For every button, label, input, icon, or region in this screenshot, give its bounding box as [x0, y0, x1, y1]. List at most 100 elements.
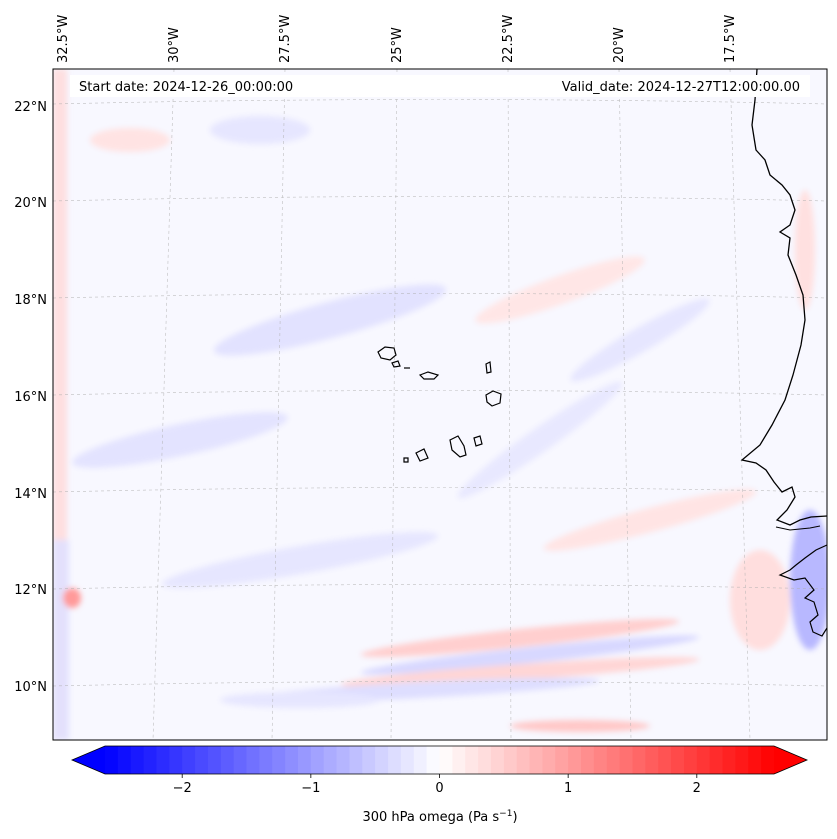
island-sal	[485, 361, 492, 374]
start-date-label: Start date: 2024-12-26_00:00:00	[79, 80, 293, 95]
colorbar-segment	[362, 746, 376, 774]
colorbar-segment	[593, 746, 608, 774]
colorbar-segment	[516, 746, 531, 774]
colorbar-label: 300 hPa omega (Pa s−1)	[362, 809, 517, 825]
lon-label-20w: 20°W	[612, 27, 627, 63]
colorbar-segment	[581, 746, 595, 774]
colorbar-segment	[285, 746, 299, 774]
colorbar-label-exponent: −1	[499, 809, 512, 819]
latitude-labels: 22°N 20°N 18°N 16°N 14°N 12°N 10°N	[14, 100, 47, 695]
lon-label-22-5w: 22.5°W	[501, 15, 516, 63]
colorbar-segment	[195, 746, 209, 774]
map-background	[53, 69, 827, 740]
colorbar-segment	[400, 746, 415, 774]
colorbar-segment	[503, 746, 518, 774]
colorbar-segment	[632, 746, 646, 774]
colorbar-segment	[542, 746, 556, 774]
lon-label-32-5w: 32.5°W	[56, 15, 71, 63]
valid-date-label: Valid_date: 2024-12-27T12:00:00.00	[562, 80, 800, 95]
lat-label-20n: 20°N	[14, 196, 47, 211]
lat-label-18n: 18°N	[14, 293, 47, 308]
colorbar-segment	[105, 746, 119, 774]
lat-label-14n: 14°N	[14, 487, 47, 502]
cape-verde-islands	[377, 346, 502, 463]
colorbar-segment	[323, 746, 338, 774]
colorbar-segments	[105, 746, 775, 774]
colorbar-segment	[619, 746, 633, 774]
colorbar-extend-right	[774, 746, 807, 774]
colorbar-segment	[349, 746, 363, 774]
island-sao-nicolau	[418, 371, 440, 380]
colorbar-segment	[310, 746, 325, 774]
guinea-coastline	[778, 544, 827, 637]
colorbar-extend-left	[72, 746, 105, 774]
colorbar-tick-label: 2	[693, 781, 701, 796]
colorbar-segment	[220, 746, 235, 774]
colorbar-segment	[529, 746, 543, 774]
colorbar-segment	[568, 746, 582, 774]
colorbar-segment	[761, 746, 775, 774]
lat-label-16n: 16°N	[14, 390, 47, 405]
colorbar-segment	[130, 746, 145, 774]
lon-label-27-5w: 27.5°W	[278, 15, 293, 63]
lon-label-25w: 25°W	[390, 27, 405, 63]
lat-label-12n: 12°N	[14, 583, 47, 598]
colorbar-tick-label: 0	[435, 781, 443, 796]
colorbar-segment	[696, 746, 711, 774]
colorbar-segment	[722, 746, 736, 774]
colorbar-segment	[297, 746, 312, 774]
colorbar-segment	[413, 746, 428, 774]
colorbar-segment	[233, 746, 248, 774]
colorbar-tick-label: 1	[564, 781, 572, 796]
colorbar-segment	[388, 746, 402, 774]
island-fogo	[415, 448, 429, 462]
colorbar-segment	[259, 746, 273, 774]
colorbar-segment	[375, 746, 389, 774]
colorbar-segment	[671, 746, 685, 774]
colorbar-ticks: −2 −1 0 1 2	[173, 774, 701, 796]
map-frame	[52, 68, 828, 741]
lon-label-17-5w: 17.5°W	[723, 15, 738, 63]
colorbar-segment	[748, 746, 762, 774]
colorbar-segment	[336, 746, 350, 774]
colorbar-segment	[156, 746, 170, 774]
colorbar-segment	[606, 746, 621, 774]
omega-field-shading	[53, 69, 827, 740]
colorbar-segment	[272, 746, 286, 774]
longitude-labels: 32.5°W 30°W 27.5°W 25°W 22.5°W 20°W 17.5…	[56, 15, 738, 63]
colorbar-segment	[426, 746, 440, 774]
colorbar-label-main: 300 hPa omega (Pa s	[362, 810, 499, 825]
lat-label-10n: 10°N	[14, 680, 47, 695]
colorbar-outline	[70, 745, 809, 775]
african-coastline	[740, 69, 827, 526]
colorbar-segment	[117, 746, 132, 774]
colorbar-tick-label: −1	[301, 781, 320, 796]
colorbar-segment	[465, 746, 479, 774]
lat-label-22n: 22°N	[14, 100, 47, 115]
island-brava	[403, 457, 409, 463]
colorbar-segment	[555, 746, 569, 774]
gambia-outline	[775, 525, 821, 531]
graticule	[53, 69, 827, 740]
info-bar	[70, 75, 810, 97]
colorbar-segment	[683, 746, 698, 774]
colorbar: −2 −1 0 1 2 300 hPa omega (Pa s−1)	[70, 745, 809, 825]
colorbar-segment	[490, 746, 505, 774]
colorbar-segment	[645, 746, 659, 774]
colorbar-segment	[709, 746, 724, 774]
colorbar-label-close: )	[512, 810, 517, 825]
colorbar-tick-label: −2	[173, 781, 192, 796]
island-santiago	[449, 435, 467, 458]
colorbar-segment	[207, 746, 222, 774]
island-sao-vicente	[391, 360, 401, 368]
island-boa-vista	[485, 390, 502, 407]
colorbar-segment	[439, 746, 453, 774]
colorbar-segment	[478, 746, 492, 774]
colorbar-segment	[452, 746, 466, 774]
colorbar-segment	[143, 746, 157, 774]
colorbar-segment	[169, 746, 183, 774]
island-santo-antao	[377, 346, 397, 361]
colorbar-segment	[246, 746, 260, 774]
map-panel: Start date: 2024-12-26_00:00:00 Valid_da…	[53, 69, 827, 740]
